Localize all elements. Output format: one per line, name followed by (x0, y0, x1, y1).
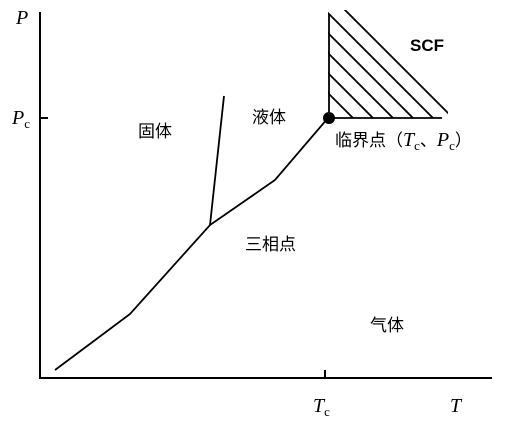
axes (39, 12, 492, 379)
triple-point-label: 三相点 (245, 235, 296, 255)
critical-point-label: 临界点（Tc、Pc） (335, 129, 472, 153)
pc-label: Pc (11, 107, 30, 131)
critical-point (323, 112, 335, 124)
x-axis-label: T (450, 395, 463, 417)
liquid-label: 液体 (252, 108, 286, 128)
scf-hatch (328, 10, 448, 118)
y-axis-label: P (15, 7, 28, 29)
fusion-curve (209, 95, 225, 226)
tc-label: Tc (313, 395, 330, 419)
scf-label: SCF (410, 36, 444, 55)
gas-label: 气体 (370, 316, 404, 336)
solid-label: 固体 (138, 122, 172, 142)
